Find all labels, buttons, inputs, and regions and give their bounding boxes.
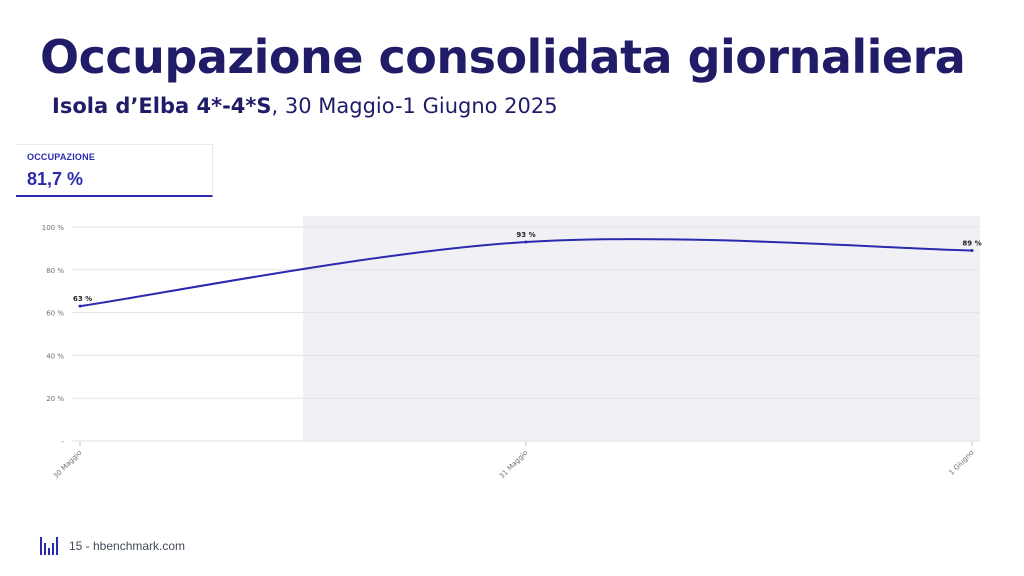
subtitle-destination: Isola d’Elba 4*-4*S (52, 94, 272, 118)
x-tick-label: 1 Giugno (947, 449, 975, 477)
occupancy-line-chart: - 20 % 40 % 60 % 80 % 100 % 30 Maggio 31 Maggio… (42, 216, 982, 481)
data-label: 89 % (962, 240, 981, 248)
hbenchmark-logo-icon (40, 537, 60, 555)
data-point (524, 240, 528, 244)
y-tick-label: 20 % (46, 395, 64, 403)
data-label: 63 % (73, 295, 92, 303)
kpi-label: OCCUPAZIONE (27, 152, 96, 162)
subtitle-date-range: , 30 Maggio-1 Giugno 2025 (271, 94, 558, 118)
y-tick-label: 100 % (42, 224, 65, 232)
y-tick-label: - (61, 438, 64, 446)
data-point (78, 304, 82, 308)
shaded-period-region (303, 216, 980, 441)
page-title: Occupazione consolidata giornaliera (40, 30, 966, 84)
x-tick-label: 31 Maggio (498, 449, 530, 481)
page-subtitle: Isola d’Elba 4*-4*S, 30 Maggio-1 Giugno … (52, 94, 558, 118)
y-tick-label: 60 % (46, 310, 64, 318)
y-tick-label: 40 % (46, 352, 64, 360)
x-tick-label: 30 Maggio (52, 449, 84, 481)
footer-text: 15 - hbenchmark.com (69, 539, 186, 553)
footer: 15 - hbenchmark.com (40, 537, 185, 555)
data-label: 93 % (516, 231, 535, 239)
y-tick-label: 80 % (46, 267, 64, 275)
kpi-value: 81,7 % (27, 169, 84, 189)
data-point (970, 249, 974, 253)
occupancy-kpi-card: OCCUPAZIONE 81,7 % (16, 144, 213, 197)
